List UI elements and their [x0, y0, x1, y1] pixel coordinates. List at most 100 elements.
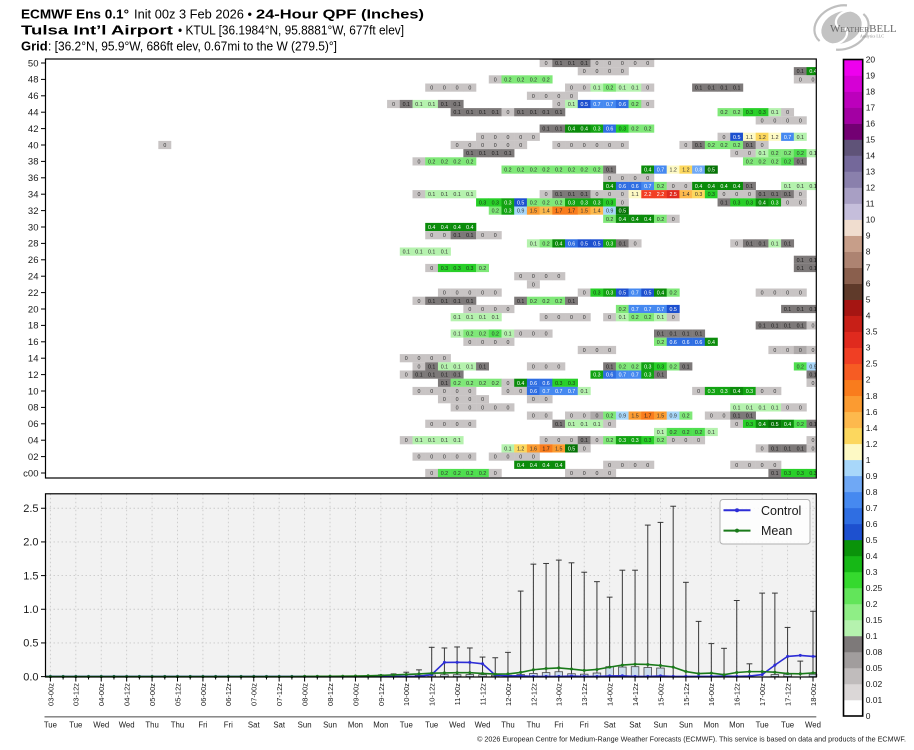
svg-text:0: 0 [494, 143, 497, 149]
svg-text:0: 0 [761, 143, 764, 149]
svg-text:34: 34 [28, 190, 39, 201]
svg-text:0: 0 [481, 405, 484, 411]
svg-text:0.1: 0.1 [542, 127, 549, 133]
svg-text:0.2: 0.2 [631, 102, 638, 108]
svg-text:Wed: Wed [449, 720, 465, 729]
svg-text:0.1: 0.1 [797, 307, 804, 313]
svg-text:04: 04 [28, 436, 39, 447]
svg-text:0.5: 0.5 [581, 241, 588, 247]
svg-text:0: 0 [443, 397, 446, 403]
svg-text:0.1: 0.1 [797, 446, 804, 452]
svg-text:0.2: 0.2 [542, 200, 549, 206]
svg-text:0.3: 0.3 [593, 200, 600, 206]
svg-text:0.2: 0.2 [466, 471, 473, 477]
svg-text:0: 0 [494, 471, 497, 477]
svg-text:0: 0 [519, 143, 522, 149]
svg-text:0.1: 0.1 [568, 61, 575, 67]
svg-text:0: 0 [748, 151, 751, 157]
svg-text:0: 0 [481, 233, 484, 239]
svg-text:0.2: 0.2 [555, 299, 562, 305]
svg-text:0: 0 [570, 315, 573, 321]
svg-text:32: 32 [28, 206, 39, 217]
svg-text:0.3: 0.3 [771, 200, 778, 206]
svg-text:44: 44 [28, 108, 39, 119]
svg-text:0: 0 [468, 86, 471, 92]
svg-text:0.1: 0.1 [682, 332, 689, 338]
svg-text:0: 0 [799, 405, 802, 411]
svg-text:0.1: 0.1 [631, 86, 638, 92]
svg-text:0.1: 0.1 [720, 86, 727, 92]
svg-text:0: 0 [430, 455, 433, 461]
svg-text:0: 0 [761, 291, 764, 297]
svg-text:0.2: 0.2 [720, 110, 727, 116]
svg-text:0: 0 [468, 389, 471, 395]
svg-text:0.4: 0.4 [568, 127, 575, 133]
svg-text:0.1: 0.1 [657, 430, 664, 436]
svg-text:0: 0 [786, 348, 789, 354]
svg-text:0.1: 0.1 [720, 200, 727, 206]
svg-text:0: 0 [506, 143, 509, 149]
svg-text:0.1: 0.1 [453, 364, 460, 370]
svg-text:0.1: 0.1 [733, 414, 740, 420]
svg-text:Sun: Sun [298, 720, 312, 729]
svg-text:0.3: 0.3 [619, 127, 626, 133]
svg-text:0: 0 [608, 176, 611, 182]
svg-text:0.2: 0.2 [492, 209, 499, 215]
svg-text:0: 0 [443, 356, 446, 362]
svg-text:0.2: 0.2 [631, 364, 638, 370]
svg-text:1.8: 1.8 [866, 391, 878, 401]
svg-text:0.5: 0.5 [593, 241, 600, 247]
svg-text:0.3: 0.3 [746, 200, 753, 206]
svg-text:0.3: 0.3 [581, 200, 588, 206]
svg-text:c00: c00 [23, 468, 38, 479]
svg-text:0.1: 0.1 [657, 373, 664, 379]
svg-text:0: 0 [443, 86, 446, 92]
svg-text:0.7: 0.7 [606, 102, 613, 108]
svg-text:0.1: 0.1 [746, 241, 753, 247]
svg-text:0: 0 [583, 291, 586, 297]
svg-text:20: 20 [866, 55, 876, 65]
svg-text:0: 0 [646, 86, 649, 92]
svg-text:0.2: 0.2 [657, 184, 664, 190]
svg-text:0: 0 [799, 291, 802, 297]
svg-text:0.1: 0.1 [479, 110, 486, 116]
svg-text:0: 0 [672, 438, 675, 444]
svg-text:18: 18 [866, 87, 876, 97]
svg-text:0.5: 0.5 [866, 535, 878, 545]
svg-text:0.02: 0.02 [866, 679, 883, 689]
svg-text:0.1: 0.1 [568, 422, 575, 428]
svg-text:0.1: 0.1 [415, 373, 422, 379]
svg-text:0.2: 0.2 [644, 315, 651, 321]
svg-text:0.2: 0.2 [708, 143, 715, 149]
svg-text:Control: Control [761, 504, 801, 518]
svg-text:0.1: 0.1 [441, 373, 448, 379]
svg-text:0.1: 0.1 [530, 241, 537, 247]
svg-text:1.2: 1.2 [517, 446, 524, 452]
svg-text:0: 0 [595, 348, 598, 354]
svg-text:0.1: 0.1 [619, 315, 626, 321]
svg-text:0.6: 0.6 [866, 519, 878, 529]
svg-text:1.6: 1.6 [866, 407, 878, 417]
svg-text:0.2: 0.2 [657, 217, 664, 223]
svg-text:03-12z: 03-12z [72, 683, 81, 706]
svg-text:0.1: 0.1 [453, 192, 460, 198]
svg-text:3.5: 3.5 [866, 327, 878, 337]
svg-text:0.4: 0.4 [695, 184, 702, 190]
svg-text:0.2: 0.2 [517, 77, 524, 83]
svg-text:08: 08 [28, 403, 39, 414]
svg-text:0: 0 [557, 438, 560, 444]
svg-text:0.3: 0.3 [746, 110, 753, 116]
svg-text:0.1: 0.1 [568, 102, 575, 108]
svg-text:0.1: 0.1 [797, 258, 804, 264]
svg-text:0.4: 0.4 [453, 225, 460, 231]
svg-text:0.4: 0.4 [809, 69, 816, 75]
svg-text:0.4: 0.4 [733, 184, 740, 190]
svg-text:0: 0 [595, 61, 598, 67]
svg-text:0.2: 0.2 [631, 127, 638, 133]
svg-text:0.6: 0.6 [568, 241, 575, 247]
svg-text:0.3: 0.3 [555, 381, 562, 387]
svg-text:0: 0 [557, 315, 560, 321]
svg-text:0.3: 0.3 [746, 422, 753, 428]
svg-text:0.0: 0.0 [23, 671, 38, 683]
svg-text:0: 0 [506, 110, 509, 116]
